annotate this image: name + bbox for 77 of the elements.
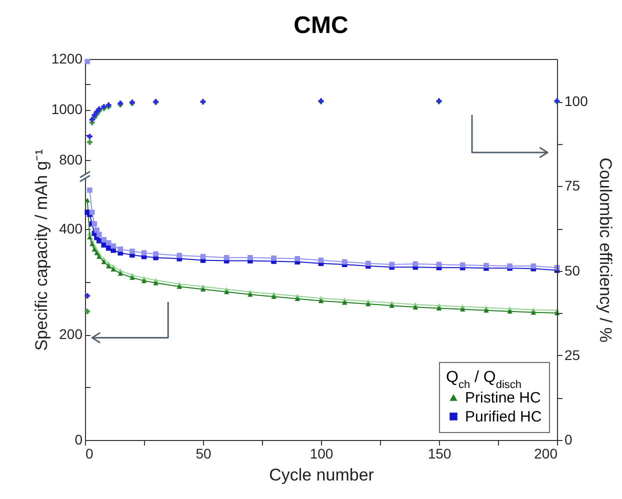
point [87,134,92,140]
point [153,251,158,257]
point [89,210,95,215]
point [118,246,124,252]
point [130,248,135,254]
point [484,308,489,313]
point [87,140,92,145]
point [318,258,324,263]
y2-axis-title: Coulombic efficiency / % [596,158,615,342]
point [507,309,512,314]
point [92,221,98,227]
point [294,296,300,302]
point [366,260,371,266]
x-axis-title: Cycle number [269,466,374,484]
y-axis-title: Specific capacity / mAh g⁻¹ [32,148,52,351]
point [110,243,116,249]
point [224,290,230,294]
point [389,262,394,268]
point [84,198,90,202]
legend-title: Q$_{ch}$ / Q$_{disch}$ [446,369,522,391]
point [101,260,107,264]
x-tick-label: 0 [86,446,94,462]
y-tick-label: 800 [59,152,83,168]
point [153,280,158,286]
point [92,246,98,252]
point [271,294,276,299]
point [342,259,348,264]
point [460,306,466,312]
y-tick-label: 1200 [51,50,83,66]
point [101,237,107,242]
point [84,308,90,314]
point [271,255,276,261]
point [176,284,182,289]
y2-tick-label: 75 [564,178,580,194]
x-tick-label: 200 [534,446,558,462]
point [484,262,489,268]
y2-tick-label: 0 [564,432,572,448]
point [89,242,95,246]
point [106,264,112,268]
y-tick-label: 1000 [51,101,83,118]
point [248,254,253,260]
y-tick-label: 0 [74,432,83,448]
legend-label: Pristine HC [465,390,542,406]
point [130,275,135,280]
y-tick-label: 400 [59,220,83,237]
point [87,187,92,193]
point [507,263,512,269]
point [110,266,116,272]
point [141,250,147,256]
y2-tick-label: 100 [564,93,588,110]
legend-label: Purified HC [465,408,542,426]
point [342,300,348,305]
x-tick-label: 100 [310,446,334,462]
point [84,293,90,298]
point [200,286,206,292]
point [106,240,112,246]
point [318,298,324,304]
point [436,306,442,310]
y-tick-label: 200 [59,326,83,342]
point [530,310,536,315]
point [87,234,92,240]
y2-tick-label: 25 [564,346,580,363]
point [294,256,300,262]
x-tick-label: 150 [428,446,452,462]
point [141,278,147,284]
point [94,228,100,233]
point [412,304,418,310]
point [248,292,253,297]
chart-title: CMC [294,12,348,39]
point [96,254,102,259]
point [96,232,102,238]
x-tick-label: 50 [196,446,212,462]
point [94,250,100,256]
point [366,302,371,306]
y2-tick-label: 50 [564,262,580,278]
point [118,271,124,276]
point [389,303,394,308]
